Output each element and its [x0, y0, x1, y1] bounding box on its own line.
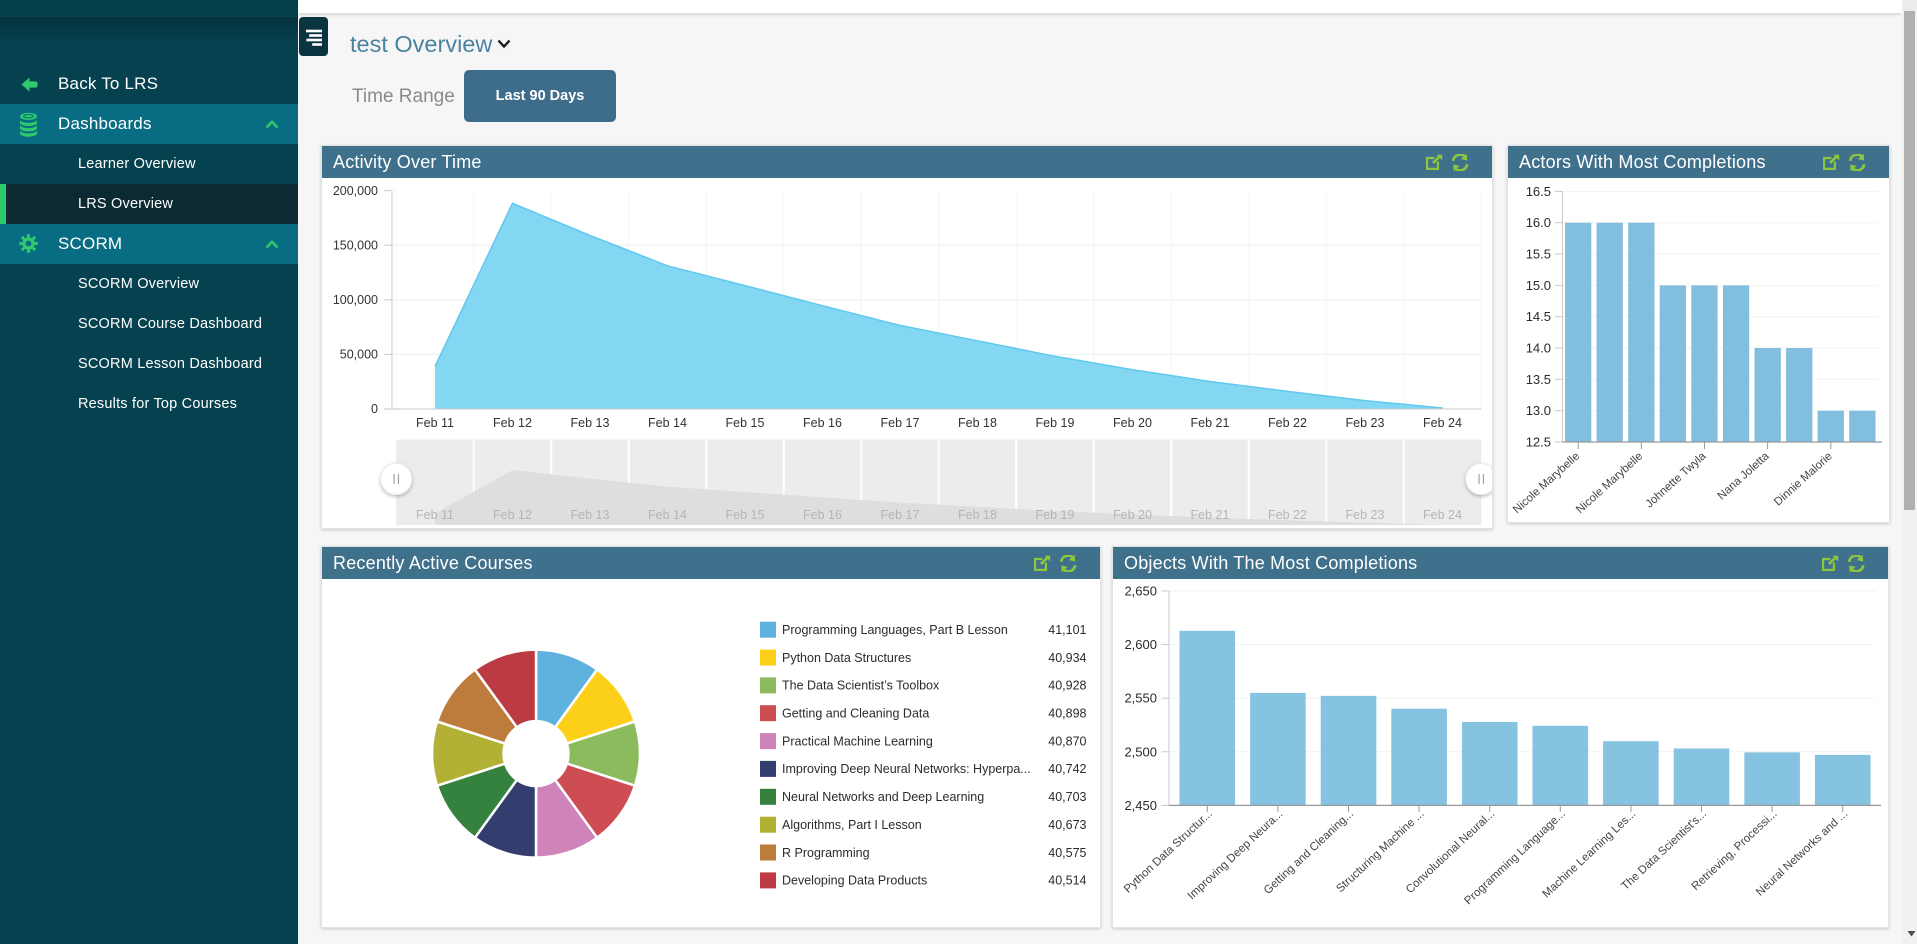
svg-text:2,600: 2,600	[1124, 637, 1157, 652]
svg-text:40,870: 40,870	[1048, 734, 1086, 748]
svg-text:Feb 22: Feb 22	[1268, 416, 1307, 430]
svg-text:40,742: 40,742	[1048, 762, 1086, 776]
svg-text:Feb 20: Feb 20	[1113, 416, 1152, 430]
svg-text:2,500: 2,500	[1124, 744, 1157, 759]
svg-text:Feb 23: Feb 23	[1346, 416, 1385, 430]
svg-text:2,550: 2,550	[1124, 691, 1157, 706]
svg-text:Feb 13: Feb 13	[571, 508, 610, 522]
svg-text:Feb 18: Feb 18	[958, 416, 997, 430]
svg-text:Feb 19: Feb 19	[1036, 416, 1075, 430]
svg-text:2,650: 2,650	[1124, 584, 1157, 599]
svg-text:Feb 13: Feb 13	[571, 416, 610, 430]
svg-text:150,000: 150,000	[333, 238, 378, 252]
svg-text:Feb 16: Feb 16	[803, 508, 842, 522]
svg-text:Neural Networks and Deep Learn: Neural Networks and Deep Learning	[782, 790, 984, 804]
svg-text:R Programming: R Programming	[782, 846, 870, 860]
svg-text:16.5: 16.5	[1526, 184, 1551, 199]
svg-text:Feb 11: Feb 11	[416, 508, 454, 522]
svg-text:Improving Deep Neural Networks: Improving Deep Neural Networks: Hyperpa.…	[782, 762, 1031, 776]
svg-text:Feb 19: Feb 19	[1036, 508, 1075, 522]
svg-text:16.0: 16.0	[1526, 215, 1551, 230]
svg-text:15.5: 15.5	[1526, 247, 1551, 262]
svg-text:Feb 24: Feb 24	[1423, 416, 1462, 430]
svg-text:Developing Data Products: Developing Data Products	[782, 874, 927, 888]
svg-text:2,450: 2,450	[1124, 798, 1157, 813]
svg-text:Feb 24: Feb 24	[1423, 508, 1462, 522]
svg-text:100,000: 100,000	[333, 293, 378, 307]
svg-text:Feb 17: Feb 17	[881, 416, 920, 430]
svg-text:40,898: 40,898	[1048, 707, 1086, 721]
svg-text:Feb 15: Feb 15	[726, 416, 765, 430]
svg-text:13.0: 13.0	[1526, 403, 1551, 418]
svg-text:40,575: 40,575	[1048, 846, 1086, 860]
svg-text:The Data Scientist’s Toolbox: The Data Scientist’s Toolbox	[782, 679, 940, 693]
svg-text:12.5: 12.5	[1526, 435, 1551, 450]
svg-text:Feb 17: Feb 17	[881, 508, 920, 522]
svg-text:Getting and Cleaning Data: Getting and Cleaning Data	[782, 707, 929, 721]
svg-text:15.0: 15.0	[1526, 278, 1551, 293]
svg-text:40,514: 40,514	[1048, 874, 1086, 888]
svg-text:Feb 11: Feb 11	[416, 416, 454, 430]
svg-text:14.0: 14.0	[1526, 341, 1551, 356]
svg-text:Feb 15: Feb 15	[726, 508, 765, 522]
svg-text:Python Data Structures: Python Data Structures	[782, 651, 911, 665]
svg-text:40,703: 40,703	[1048, 790, 1086, 804]
svg-text:Feb 23: Feb 23	[1346, 508, 1385, 522]
svg-text:Feb 21: Feb 21	[1191, 416, 1230, 430]
svg-text:200,000: 200,000	[333, 184, 378, 198]
svg-text:Feb 20: Feb 20	[1113, 508, 1152, 522]
svg-text:Programming Languages, Part B: Programming Languages, Part B Lesson	[782, 623, 1008, 637]
svg-text:0: 0	[371, 402, 378, 416]
svg-text:40,928: 40,928	[1048, 679, 1086, 693]
svg-text:Nicole Marybelle: Nicole Marybelle	[1511, 450, 1582, 516]
svg-text:Feb 14: Feb 14	[648, 508, 687, 522]
svg-text:Feb 21: Feb 21	[1191, 508, 1230, 522]
svg-text:Johnette Twyla: Johnette Twyla	[1644, 450, 1709, 511]
svg-text:14.5: 14.5	[1526, 309, 1551, 324]
svg-text:Feb 12: Feb 12	[493, 416, 532, 430]
svg-text:40,934: 40,934	[1048, 651, 1086, 665]
svg-text:40,673: 40,673	[1048, 818, 1086, 832]
svg-text:Feb 16: Feb 16	[803, 416, 842, 430]
svg-text:Nicole Marybelle: Nicole Marybelle	[1574, 450, 1645, 516]
svg-text:13.5: 13.5	[1526, 372, 1551, 387]
svg-text:50,000: 50,000	[340, 348, 378, 362]
svg-text:41,101: 41,101	[1048, 623, 1086, 637]
svg-text:Feb 18: Feb 18	[958, 508, 997, 522]
svg-text:Algorithms, Part I Lesson: Algorithms, Part I Lesson	[782, 818, 922, 832]
svg-text:Nana Joletta: Nana Joletta	[1716, 450, 1772, 503]
svg-text:Feb 22: Feb 22	[1268, 508, 1307, 522]
svg-text:Feb 14: Feb 14	[648, 416, 687, 430]
svg-text:Feb 12: Feb 12	[493, 508, 532, 522]
svg-text:Dinnie Malorie: Dinnie Malorie	[1772, 450, 1835, 508]
svg-text:Practical Machine Learning: Practical Machine Learning	[782, 734, 933, 748]
